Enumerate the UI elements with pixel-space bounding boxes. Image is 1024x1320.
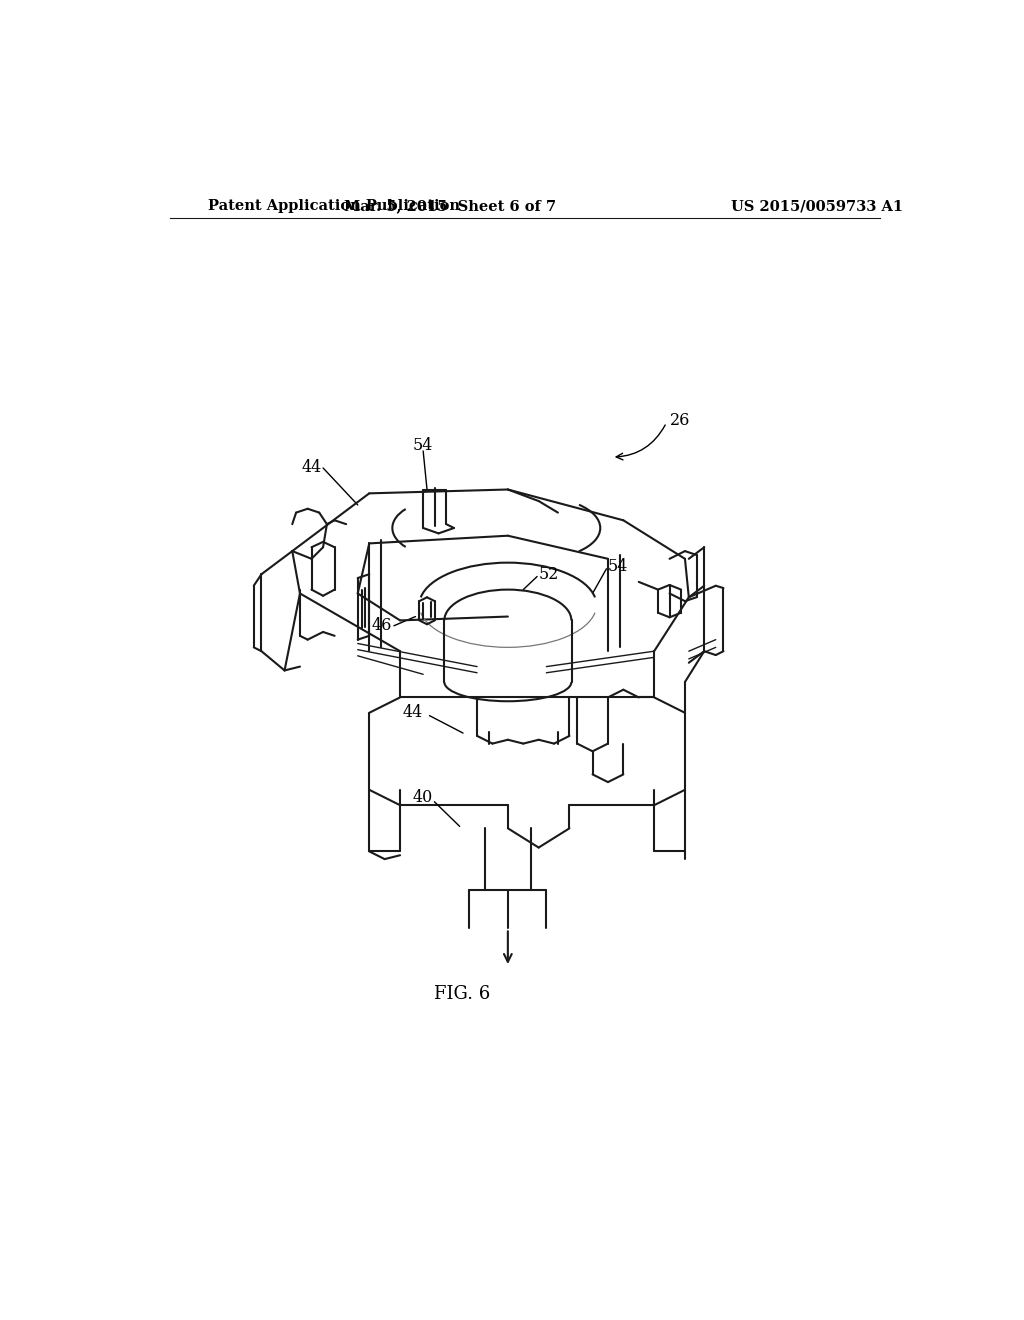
Text: US 2015/0059733 A1: US 2015/0059733 A1	[731, 199, 903, 213]
Text: 44: 44	[402, 705, 423, 721]
Text: 26: 26	[670, 412, 690, 429]
Text: 40: 40	[413, 789, 433, 807]
Text: 46: 46	[372, 618, 392, 635]
Text: 54: 54	[608, 558, 629, 576]
Text: 52: 52	[539, 566, 559, 582]
Text: Patent Application Publication: Patent Application Publication	[208, 199, 460, 213]
Text: 54: 54	[413, 437, 433, 454]
Text: Mar. 5, 2015  Sheet 6 of 7: Mar. 5, 2015 Sheet 6 of 7	[344, 199, 556, 213]
Text: FIG. 6: FIG. 6	[433, 985, 489, 1003]
Text: 44: 44	[301, 459, 322, 477]
